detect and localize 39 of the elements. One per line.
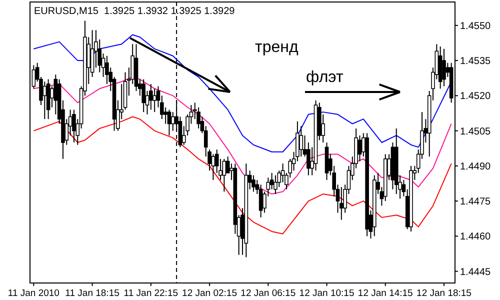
x-tick-label: 11 Jan 22:15 <box>124 288 178 299</box>
candlestick <box>142 78 146 113</box>
candlestick <box>72 109 76 143</box>
y-tick-label: 1.4490 <box>460 161 492 172</box>
candlestick <box>299 126 304 158</box>
y-tick-label: 1.4475 <box>460 196 492 208</box>
candlestick <box>442 48 446 87</box>
y-tick-label: 1.4445 <box>460 266 492 278</box>
candlestick <box>252 174 256 192</box>
y-tick-label: 1.4460 <box>460 232 492 243</box>
candlestick <box>274 174 278 195</box>
x-tick-label: 12 Jan 18:15 <box>416 288 472 299</box>
x-tick-label: 11 Jan 2010 <box>8 288 60 299</box>
candlestick <box>258 184 263 218</box>
line-series <box>33 116 452 234</box>
x-tick-label: 11 Jan 18:15 <box>65 288 120 299</box>
candlestick <box>358 134 362 162</box>
y-tick-label: 1.4505 <box>460 126 492 138</box>
y-tick-label: 1.4535 <box>460 56 492 68</box>
candlestick <box>149 83 153 110</box>
x-tick-label: 12 Jan 06:15 <box>240 288 296 299</box>
x-tick-label: 12 Jan 10:15 <box>299 288 354 299</box>
annotation: тренд <box>255 39 299 56</box>
candlestick <box>211 154 216 180</box>
line-series <box>33 34 452 152</box>
candlestick <box>167 109 172 136</box>
candlestick <box>152 88 156 113</box>
y-tick-label: 1.4550 <box>460 20 492 32</box>
candlestick <box>196 106 200 129</box>
x-tick-label: 12 Jan 02:15 <box>182 288 237 299</box>
chart-title: EURUSD,M15 1.3925 1.3932 1.3925 1.3929 <box>34 6 236 17</box>
annotation: флэт <box>306 69 344 86</box>
candlestick <box>170 112 175 132</box>
candlestick <box>222 158 226 192</box>
candlestick <box>340 186 344 220</box>
candlestick <box>164 106 168 124</box>
x-tick-label: 12 Jan 14:15 <box>358 288 413 299</box>
y-tick-label: 1.4520 <box>460 91 492 102</box>
candlestick <box>42 81 47 120</box>
